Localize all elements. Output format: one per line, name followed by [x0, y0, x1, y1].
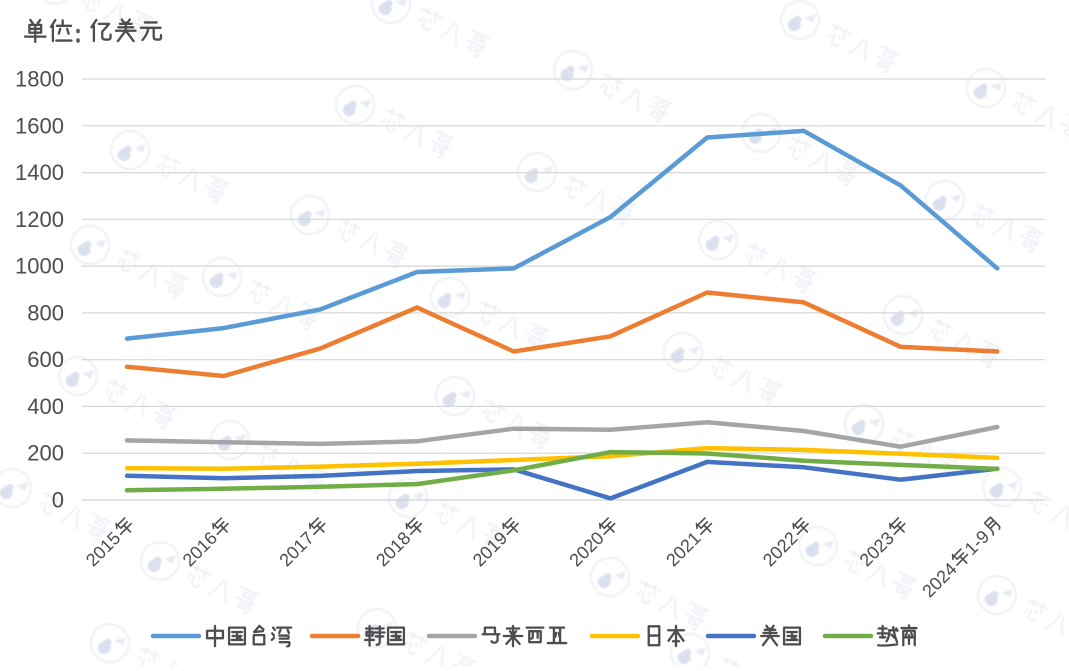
svg-text:600: 600 [27, 347, 64, 372]
svg-text:1200: 1200 [15, 207, 64, 232]
svg-text:400: 400 [27, 394, 64, 419]
svg-text:1000: 1000 [15, 254, 64, 279]
svg-text:0: 0 [52, 488, 64, 513]
svg-text:1800: 1800 [15, 67, 64, 92]
svg-text:200: 200 [27, 441, 64, 466]
svg-text:1600: 1600 [15, 113, 64, 138]
svg-text:1400: 1400 [15, 160, 64, 185]
svg-text:800: 800 [27, 300, 64, 325]
